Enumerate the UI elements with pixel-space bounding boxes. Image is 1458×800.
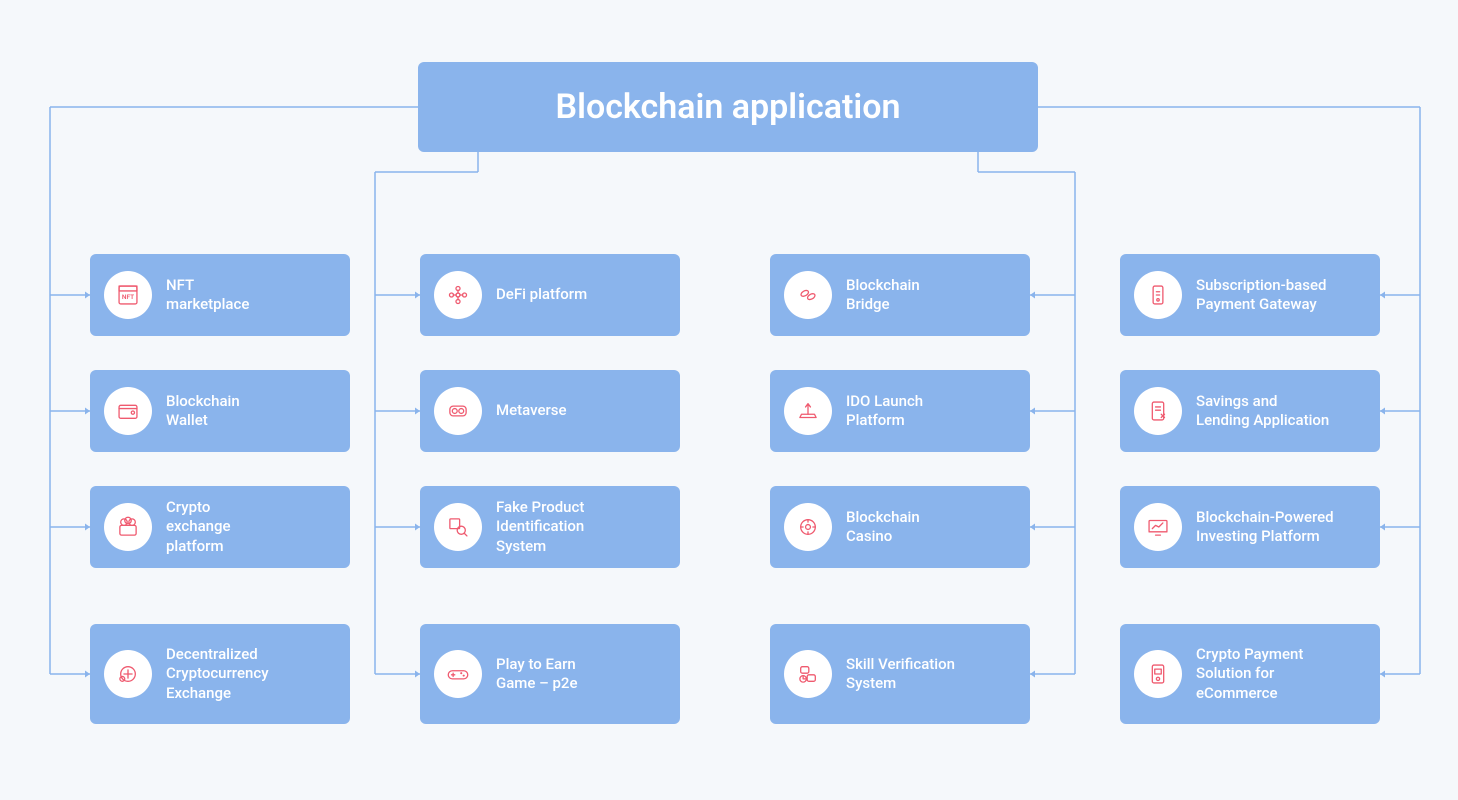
nft-icon: NFT [104, 271, 152, 319]
metaverse-icon [434, 387, 482, 435]
card-dex: Decentralized Cryptocurrency Exchange [90, 624, 350, 724]
card-label: Crypto exchange platform [166, 498, 231, 557]
card-label: Savings and Lending Application [1196, 392, 1329, 431]
card-label: Blockchain Wallet [166, 392, 240, 431]
card-fake: Fake Product Identification System [420, 486, 680, 568]
card-investing: Blockchain-Powered Investing Platform [1120, 486, 1380, 568]
defi-icon [434, 271, 482, 319]
ido-icon [784, 387, 832, 435]
card-label: Crypto Payment Solution for eCommerce [1196, 645, 1303, 704]
title-text: Blockchain application [556, 87, 901, 127]
subscription-icon [1134, 271, 1182, 319]
card-label: Fake Product Identification System [496, 498, 584, 557]
card-label: Skill Verification System [846, 655, 955, 694]
payment-icon [1134, 650, 1182, 698]
card-label: Decentralized Cryptocurrency Exchange [166, 645, 269, 704]
card-label: Blockchain Casino [846, 508, 920, 547]
fake-icon [434, 503, 482, 551]
game-icon [434, 650, 482, 698]
exchange-icon [104, 503, 152, 551]
card-skill: Skill Verification System [770, 624, 1030, 724]
card-label: Play to Earn Game – p2e [496, 655, 577, 694]
card-subscription: Subscription-based Payment Gateway [1120, 254, 1380, 336]
card-casino: Blockchain Casino [770, 486, 1030, 568]
card-label: NFT marketplace [166, 276, 249, 315]
card-label: Subscription-based Payment Gateway [1196, 276, 1326, 315]
card-label: Blockchain Bridge [846, 276, 920, 315]
savings-icon [1134, 387, 1182, 435]
card-exchange: Crypto exchange platform [90, 486, 350, 568]
title-box: Blockchain application [418, 62, 1038, 152]
skill-icon [784, 650, 832, 698]
card-bridge: Blockchain Bridge [770, 254, 1030, 336]
dex-icon [104, 650, 152, 698]
diagram-canvas: Blockchain application NFT NFT marketplace… [0, 0, 1458, 800]
card-game: Play to Earn Game – p2e [420, 624, 680, 724]
bridge-icon [784, 271, 832, 319]
card-label: DeFi platform [496, 285, 587, 305]
card-label: IDO Launch Platform [846, 392, 923, 431]
card-wallet: Blockchain Wallet [90, 370, 350, 452]
card-metaverse: Metaverse [420, 370, 680, 452]
card-savings: Savings and Lending Application [1120, 370, 1380, 452]
card-label: Blockchain-Powered Investing Platform [1196, 508, 1334, 547]
card-ido: IDO Launch Platform [770, 370, 1030, 452]
wallet-icon [104, 387, 152, 435]
svg-text:NFT: NFT [122, 293, 134, 301]
card-defi: DeFi platform [420, 254, 680, 336]
investing-icon [1134, 503, 1182, 551]
card-nft: NFT NFT marketplace [90, 254, 350, 336]
card-payment: Crypto Payment Solution for eCommerce [1120, 624, 1380, 724]
casino-icon [784, 503, 832, 551]
card-label: Metaverse [496, 401, 567, 421]
